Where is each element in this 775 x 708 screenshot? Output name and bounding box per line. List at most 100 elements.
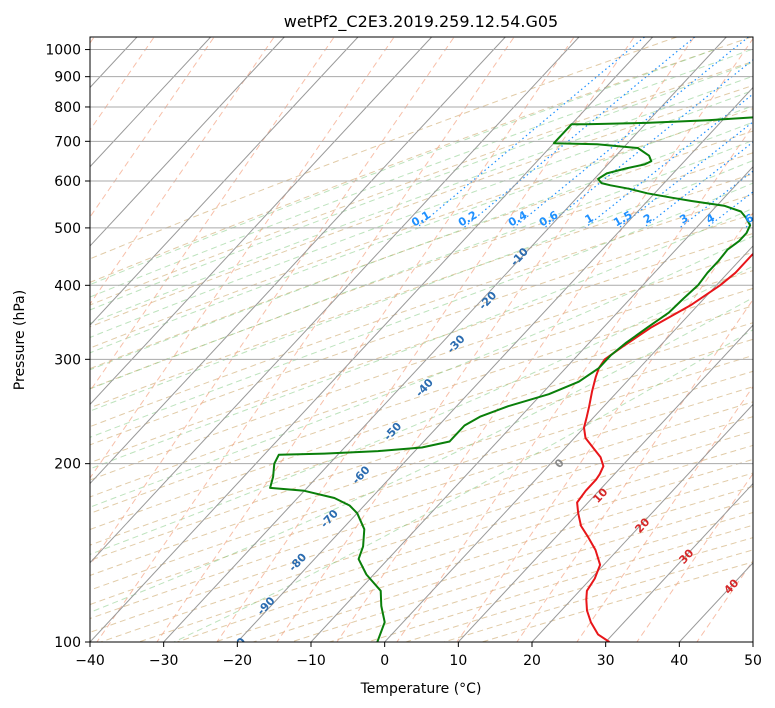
mixing-ratio-label: 3 bbox=[677, 211, 690, 226]
dry-adiabat bbox=[481, 561, 753, 642]
dry-adiabat bbox=[90, 60, 753, 306]
isotherm bbox=[605, 482, 753, 642]
isotherm bbox=[90, 37, 359, 326]
x-tick-label: −30 bbox=[149, 653, 179, 669]
x-tick-label: −40 bbox=[75, 653, 105, 669]
y-axis-label: Pressure (hPa) bbox=[12, 290, 28, 390]
moist-adiabat bbox=[90, 49, 715, 286]
isotherm bbox=[752, 641, 753, 642]
moist-adiabat bbox=[90, 139, 753, 390]
y-tick-label: 400 bbox=[54, 278, 81, 294]
x-tick-label: 10 bbox=[449, 653, 467, 669]
y-tick-label: 800 bbox=[54, 100, 81, 116]
dry-adiabat bbox=[90, 193, 753, 428]
chart-title: wetPf2_C2E3.2019.259.12.54.G05 bbox=[284, 12, 558, 32]
x-axis-label: Temperature (°C) bbox=[360, 681, 482, 697]
isotherm bbox=[0, 37, 63, 642]
y-tick-label: 700 bbox=[54, 134, 81, 150]
isotherm-dashed bbox=[0, 0, 310, 652]
x-axis: −40 −30 −20 −10 0 10 20 30 40 50 bbox=[75, 642, 762, 669]
dry-adiabat bbox=[329, 512, 753, 642]
moist-adiabat bbox=[90, 75, 753, 324]
isotherm-dashed bbox=[396, 124, 753, 642]
isotherm-dashed bbox=[276, 37, 695, 642]
isotherm bbox=[90, 37, 580, 564]
y-tick-label: 900 bbox=[54, 70, 81, 86]
dry-adiabat bbox=[90, 322, 753, 546]
x-tick-label: 40 bbox=[670, 653, 688, 669]
dry-adiabat-label: -50 bbox=[381, 420, 404, 444]
isotherm-dashed bbox=[336, 37, 753, 642]
isotherm-dashed bbox=[90, 37, 395, 479]
moist-adiabat bbox=[90, 159, 753, 412]
isotherm-dashed bbox=[90, 37, 155, 131]
dry-adiabat bbox=[100, 430, 753, 642]
mixing-ratio-line bbox=[416, 37, 645, 229]
dry-adiabat bbox=[90, 287, 753, 514]
mixing-ratio-label: 6 bbox=[743, 211, 756, 226]
dry-adiabat bbox=[90, 84, 753, 328]
mixing-ratio-line bbox=[584, 93, 753, 229]
mixing-ratio-label: 1 bbox=[583, 211, 596, 226]
moist-adiabat-label: 10 bbox=[590, 485, 610, 505]
y-tick-label: 100 bbox=[54, 635, 81, 651]
dry-adiabat bbox=[90, 130, 753, 370]
dry-adiabat-label: -20 bbox=[476, 289, 499, 313]
isotherm bbox=[531, 403, 753, 642]
mixing-ratio-label: 8 bbox=[771, 211, 775, 226]
isotherm bbox=[90, 37, 506, 485]
isotherm-dashed bbox=[516, 298, 753, 642]
mixing-ratio-label: 0.6 bbox=[537, 208, 561, 229]
y-tick-label: 1000 bbox=[45, 43, 81, 59]
isotherm-dashed bbox=[96, 37, 515, 642]
isotherm bbox=[384, 245, 753, 642]
x-tick-label: 30 bbox=[597, 653, 615, 669]
mixing-ratio-label: 4 bbox=[704, 211, 717, 226]
isotherm-dashed bbox=[156, 37, 575, 642]
moist-adiabat-label: 0 bbox=[552, 456, 567, 471]
dry-adiabat bbox=[90, 338, 753, 561]
y-tick-label: 500 bbox=[54, 221, 81, 237]
mixing-ratio-label: 1.5 bbox=[611, 208, 634, 229]
moist-adiabat-label: 20 bbox=[632, 515, 652, 535]
x-tick-label: 50 bbox=[744, 653, 762, 669]
x-tick-label: 0 bbox=[380, 653, 389, 669]
dry-adiabat bbox=[90, 37, 677, 260]
isotherm bbox=[457, 324, 753, 642]
x-tick-label: −20 bbox=[223, 653, 253, 669]
y-tick-label: 200 bbox=[54, 457, 81, 473]
series-layer bbox=[269, 116, 753, 642]
isotherm bbox=[678, 562, 753, 642]
isotherm-dashed bbox=[576, 385, 753, 642]
isotherm bbox=[90, 37, 433, 406]
moist-adiabat-label: 30 bbox=[676, 546, 696, 566]
moist-adiabat bbox=[90, 49, 752, 298]
dry-adiabat bbox=[90, 232, 753, 464]
mixing-ratio-line bbox=[463, 37, 696, 229]
series-line-2 bbox=[269, 116, 753, 642]
isotherm bbox=[163, 37, 727, 642]
isotherm-dashed bbox=[636, 472, 753, 642]
dry-adiabat bbox=[90, 152, 753, 390]
dry-adiabat bbox=[90, 173, 753, 409]
y-axis: 1000 900 800 700 600 500 400 300 200 100 bbox=[45, 43, 90, 651]
dry-adiabat bbox=[90, 370, 753, 591]
dry-adiabat-label: -40 bbox=[413, 376, 436, 400]
plot-frame bbox=[89, 36, 754, 643]
moist-adiabat bbox=[90, 121, 753, 371]
isotherm-dashed bbox=[750, 0, 775, 652]
series-line-1 bbox=[576, 252, 753, 642]
isotherm bbox=[90, 37, 212, 168]
dry-adiabat-label: -70 bbox=[318, 507, 341, 531]
mixing-ratio-line bbox=[618, 121, 753, 229]
isotherm-dashed bbox=[90, 37, 335, 392]
isotherm-dashed bbox=[696, 559, 753, 642]
x-tick-label: 20 bbox=[523, 653, 541, 669]
dry-adiabat bbox=[90, 270, 753, 498]
dry-adiabat-label: -80 bbox=[286, 550, 309, 574]
y-tick-label: 300 bbox=[54, 352, 81, 368]
isotherm-dashed bbox=[216, 37, 635, 642]
mixing-ratio-label: 0.2 bbox=[456, 208, 479, 229]
isotherm bbox=[90, 37, 285, 247]
